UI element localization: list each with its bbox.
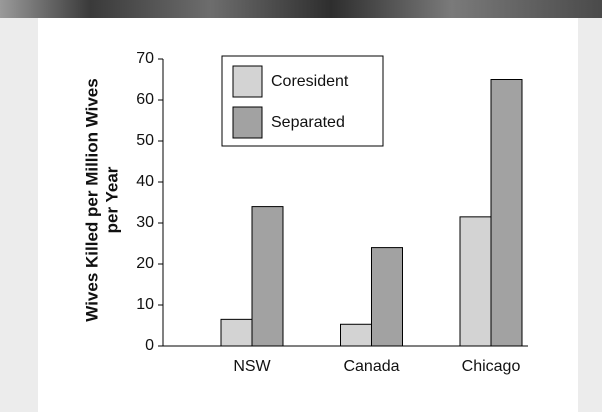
y-tick-label: 10 bbox=[136, 296, 154, 313]
legend-label: Separated bbox=[271, 114, 345, 131]
y-tick-label: 60 bbox=[136, 91, 154, 108]
bar bbox=[371, 247, 403, 347]
x-tick-label: Chicago bbox=[462, 358, 521, 375]
x-tick-label: NSW bbox=[233, 358, 271, 375]
bar bbox=[220, 318, 253, 347]
y-tick-label: 20 bbox=[136, 255, 154, 272]
legend-label: Coresident bbox=[271, 73, 349, 90]
y-axis-label: per Year bbox=[102, 166, 121, 233]
y-tick-label: 70 bbox=[136, 50, 154, 67]
bar bbox=[251, 206, 284, 347]
y-tick-label: 40 bbox=[136, 173, 154, 190]
legend-swatch bbox=[232, 65, 263, 98]
y-tick-label: 30 bbox=[136, 214, 154, 231]
bar bbox=[340, 323, 372, 347]
bar bbox=[459, 216, 492, 347]
header-strip bbox=[0, 0, 602, 18]
y-tick-label: 50 bbox=[136, 132, 154, 149]
y-axis-label: Wives Killed per Million Wives bbox=[82, 78, 101, 321]
x-tick-label: Canada bbox=[343, 358, 399, 375]
y-tick-label: 0 bbox=[145, 337, 154, 354]
bar bbox=[490, 79, 523, 347]
legend-swatch bbox=[232, 106, 263, 139]
